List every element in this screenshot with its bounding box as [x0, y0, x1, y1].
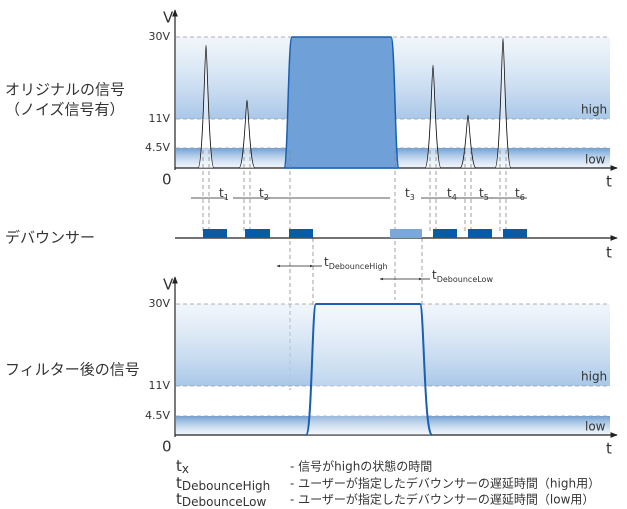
label-original-note: （ノイズ信号有） [5, 101, 125, 119]
noise-spike [459, 114, 477, 169]
label-debouncer: デバウンサー [5, 229, 95, 247]
t-symbol: t [176, 490, 182, 508]
t-symbol: t [259, 186, 264, 200]
t-subscript: DebounceHigh [182, 479, 270, 493]
label-original: オリジナルの信号 [5, 81, 125, 99]
t-subscript: 6 [520, 193, 525, 202]
debounce-block [503, 229, 527, 238]
noise-spike [238, 99, 256, 169]
level-label: 4.5V [145, 409, 170, 422]
level-label: 4.5V [145, 141, 170, 154]
v-label: V [163, 276, 174, 294]
t-symbol: t [479, 186, 484, 200]
t-label: t [606, 440, 612, 458]
t-symbol: t [405, 186, 410, 200]
noise-spike [197, 44, 215, 169]
t-symbol: t [432, 268, 437, 282]
debounce-block [433, 229, 457, 238]
debounce-block [245, 229, 270, 238]
level-label: 30V [148, 297, 170, 310]
interval-label: t5 [479, 186, 489, 202]
legend-symbol: tDebounceLow [176, 490, 266, 509]
label-filtered: フィルター後の信号 [5, 361, 140, 379]
t-subscript: 3 [410, 193, 415, 202]
debounce-block-low [390, 229, 422, 238]
t-subscript: 1 [224, 193, 229, 202]
t-symbol: t [176, 474, 182, 492]
level-label: 30V [148, 30, 170, 43]
delay-high-label: tDebounceHigh [324, 255, 388, 271]
high-band [176, 304, 610, 386]
low-band [176, 416, 610, 435]
legend-text: - ユーザーが指定したデバウンサーの遅延時間（high用） [290, 476, 600, 491]
v-label: V [163, 9, 174, 27]
interval-label: t3 [405, 186, 415, 202]
t-symbol: t [219, 186, 224, 200]
low-label: low [585, 420, 606, 434]
t-subscript: DebounceLow [437, 275, 494, 284]
t-symbol: t [447, 186, 452, 200]
t-subscript: 2 [264, 193, 269, 202]
debounce-block [203, 229, 227, 238]
high-label: high [581, 103, 607, 117]
interval-label: t4 [447, 186, 457, 202]
debounce-block [289, 229, 313, 238]
level-label: 11V [148, 112, 170, 125]
interval-label: t6 [515, 186, 525, 202]
debounce-block [468, 229, 492, 238]
interval-label: t2 [259, 186, 269, 202]
interval-label: t1 [219, 186, 229, 202]
t-subscript: x [182, 462, 189, 476]
delay-low-label: tDebounceLow [432, 268, 493, 284]
noise-spike [494, 37, 512, 169]
filtered-pulse [305, 303, 433, 436]
legend-symbol: tDebounceHigh [176, 474, 270, 493]
legend-symbol: tx [176, 457, 189, 476]
legend-text: - ユーザーが指定したデバウンサーの遅延時間（low用） [290, 492, 594, 507]
legend-text: - 信号がhighの状態の時間 [290, 459, 432, 474]
t-subscript: DebounceHigh [329, 262, 388, 271]
t-subscript: 5 [484, 193, 489, 202]
origin-label: 0 [162, 438, 172, 456]
noise-spike [424, 64, 442, 169]
origin-label: 0 [162, 171, 172, 189]
level-label: 11V [148, 379, 170, 392]
low-label: low [585, 153, 606, 167]
t-subscript: DebounceLow [182, 495, 267, 509]
t-subscript: 4 [452, 193, 457, 202]
t-symbol: t [176, 457, 182, 475]
high-label: high [581, 370, 607, 384]
main-pulse [283, 36, 400, 169]
debouncer-t-label: t [606, 244, 612, 262]
t-symbol: t [515, 186, 520, 200]
t-label: t [606, 173, 612, 191]
t-symbol: t [324, 255, 329, 269]
